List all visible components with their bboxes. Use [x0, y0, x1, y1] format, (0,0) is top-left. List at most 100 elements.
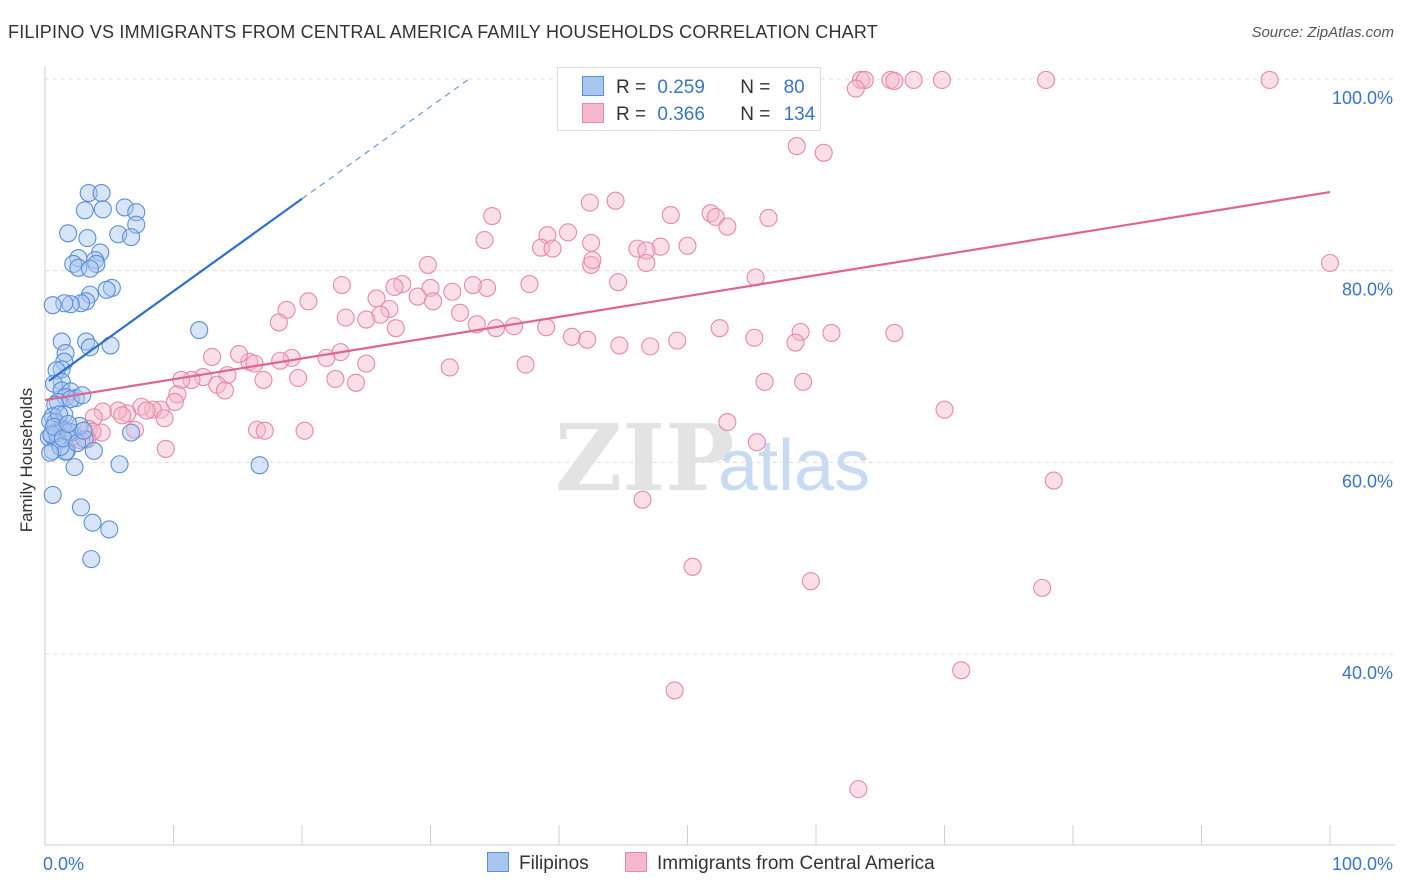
- immigrants-point: [477, 278, 497, 297]
- n-label: N =: [740, 104, 771, 125]
- immigrants-point: [791, 322, 810, 342]
- immigrants-point: [520, 275, 539, 294]
- immigrants-point: [440, 358, 459, 377]
- immigrants-point: [299, 292, 318, 311]
- immigrants-point: [952, 661, 971, 680]
- immigrants-point: [849, 780, 868, 799]
- immigrants-point: [386, 319, 405, 338]
- filipinos-point: [52, 332, 71, 351]
- immigrants-point: [1036, 70, 1056, 90]
- immigrants-point: [755, 372, 774, 391]
- x-tick-label: 100.0%: [1332, 854, 1393, 874]
- immigrants-point: [156, 439, 175, 458]
- x-tick-label: 0.0%: [43, 854, 84, 874]
- immigrants-point: [935, 400, 954, 419]
- immigrants-point: [759, 208, 778, 228]
- immigrants-point: [1033, 578, 1052, 597]
- immigrants-point: [289, 368, 308, 388]
- immigrants-point: [229, 344, 249, 364]
- r-label: R =: [616, 77, 647, 98]
- immigrants-point: [718, 217, 737, 236]
- immigrants-point: [475, 230, 494, 250]
- filipinos-point: [65, 458, 84, 477]
- immigrants-point: [346, 373, 366, 392]
- immigrants-point: [558, 223, 578, 242]
- filipinos-point: [122, 423, 141, 442]
- immigrants-point: [814, 143, 833, 162]
- y-tick-label: 60.0%: [1342, 471, 1393, 491]
- immigrants-point: [326, 369, 345, 389]
- immigrants-n-value: 134: [783, 104, 816, 125]
- immigrants-point: [408, 287, 427, 306]
- immigrants-point: [254, 370, 273, 389]
- immigrants-point: [633, 490, 652, 509]
- immigrants-trendline: [44, 190, 1331, 402]
- immigrants-point: [155, 409, 174, 428]
- immigrants-point: [215, 381, 234, 400]
- legend-row-immigrants: R = 0.366 N = 134: [582, 103, 815, 127]
- immigrants-point: [787, 137, 806, 156]
- filipinos-point: [83, 513, 102, 532]
- filipinos-point: [122, 228, 141, 247]
- immigrants-point: [255, 421, 274, 440]
- filipinos-point: [93, 200, 112, 219]
- immigrants-point: [357, 310, 376, 329]
- filipinos-point: [61, 295, 80, 314]
- filipinos-point: [84, 441, 103, 460]
- immigrants-point: [578, 330, 597, 349]
- n-label: N =: [740, 77, 771, 98]
- filipinos-point: [59, 224, 78, 243]
- filipinos-points: [39, 183, 269, 569]
- filipinos-point: [110, 455, 129, 474]
- filipinos-trendline: [48, 197, 303, 382]
- filipinos-point: [74, 421, 93, 440]
- immigrants-point: [93, 402, 112, 421]
- immigrants-point: [641, 337, 660, 356]
- immigrants-point: [483, 206, 502, 226]
- filipinos-point: [71, 498, 91, 517]
- filipinos-point: [82, 550, 101, 569]
- immigrants-point: [610, 336, 629, 355]
- immigrants-point: [665, 681, 684, 700]
- immigrants-point: [1320, 253, 1340, 273]
- immigrants-point: [580, 193, 599, 212]
- series-legend: Filipinos Immigrants from Central Americ…: [0, 852, 1406, 878]
- filipinos-point: [190, 321, 209, 340]
- immigrants-point: [583, 251, 602, 270]
- immigrants-point: [516, 355, 535, 374]
- immigrants-point: [885, 71, 904, 90]
- immigrants-legend-label: Immigrants from Central America: [657, 853, 935, 874]
- immigrants-point: [317, 348, 336, 367]
- immigrants-point: [606, 191, 625, 210]
- immigrants-point: [822, 323, 841, 343]
- immigrants-point: [661, 206, 680, 225]
- immigrants-point: [668, 331, 687, 350]
- immigrants-point: [747, 433, 766, 452]
- immigrants-point: [628, 239, 647, 258]
- immigrants-point: [380, 299, 399, 319]
- filipinos-swatch: [582, 76, 604, 96]
- tick-labels: 40.0% 60.0% 80.0% 100.0% 0.0% 100.0%: [43, 88, 1393, 874]
- immigrants-point: [637, 241, 656, 260]
- filipinos-point: [115, 198, 134, 217]
- filipinos-point: [43, 485, 62, 504]
- immigrants-point: [165, 392, 184, 412]
- immigrants-point: [1044, 471, 1063, 490]
- legend-row-filipinos: R = 0.259 N = 80: [582, 76, 805, 100]
- immigrants-point: [443, 282, 462, 301]
- immigrants-point: [851, 70, 871, 90]
- immigrants-swatch: [582, 103, 604, 123]
- immigrants-point: [332, 275, 351, 295]
- immigrants-point: [385, 277, 404, 297]
- filipinos-point: [250, 456, 269, 475]
- legend-item-filipinos[interactable]: Filipinos: [487, 852, 589, 875]
- immigrants-point: [801, 572, 820, 591]
- filipinos-n-value: 80: [783, 77, 805, 98]
- filipinos-point: [59, 414, 78, 434]
- legend-item-immigrants[interactable]: Immigrants from Central America: [625, 852, 935, 875]
- y-tick-label: 40.0%: [1342, 663, 1393, 683]
- immigrants-point: [651, 237, 670, 256]
- immigrants-point: [371, 305, 390, 324]
- immigrants-point: [1260, 70, 1279, 90]
